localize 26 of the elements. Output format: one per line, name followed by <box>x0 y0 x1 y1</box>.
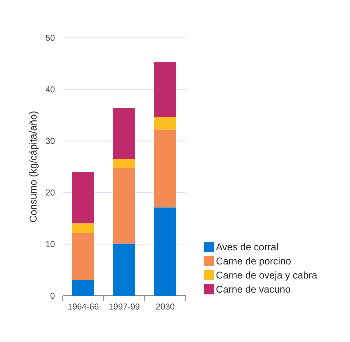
bar <box>72 224 94 234</box>
bar <box>154 116 176 130</box>
y-axis-title: Consumo (kg/cápita/año) <box>29 112 39 222</box>
bar <box>114 168 136 244</box>
y-tick-label: 30 <box>46 138 55 144</box>
y-tick-label: 10 <box>46 241 55 248</box>
legend-label: Carne de porcino <box>216 258 291 267</box>
legend-label: Aves de corral <box>216 243 278 251</box>
bar <box>114 108 136 160</box>
x-tick-label: 1997-99 <box>110 304 140 310</box>
bar <box>114 244 136 296</box>
y-tick-label: 50 <box>46 34 55 42</box>
y-tick-label: 0 <box>50 292 55 300</box>
y-tick-label: 20 <box>46 190 55 196</box>
legend-label: Carne de oveja y cabra <box>216 272 318 281</box>
bar <box>154 208 176 296</box>
bar <box>72 280 94 296</box>
bar <box>154 130 176 208</box>
bar <box>72 172 94 224</box>
bar <box>154 62 176 117</box>
bar <box>72 233 94 280</box>
legend-label: Carne de vacuno <box>216 286 290 293</box>
x-tick-label: 1964-66 <box>68 304 99 310</box>
x-tick-label: 2030 <box>156 304 175 310</box>
y-tick-label: 40 <box>46 86 55 93</box>
bar <box>114 159 136 168</box>
